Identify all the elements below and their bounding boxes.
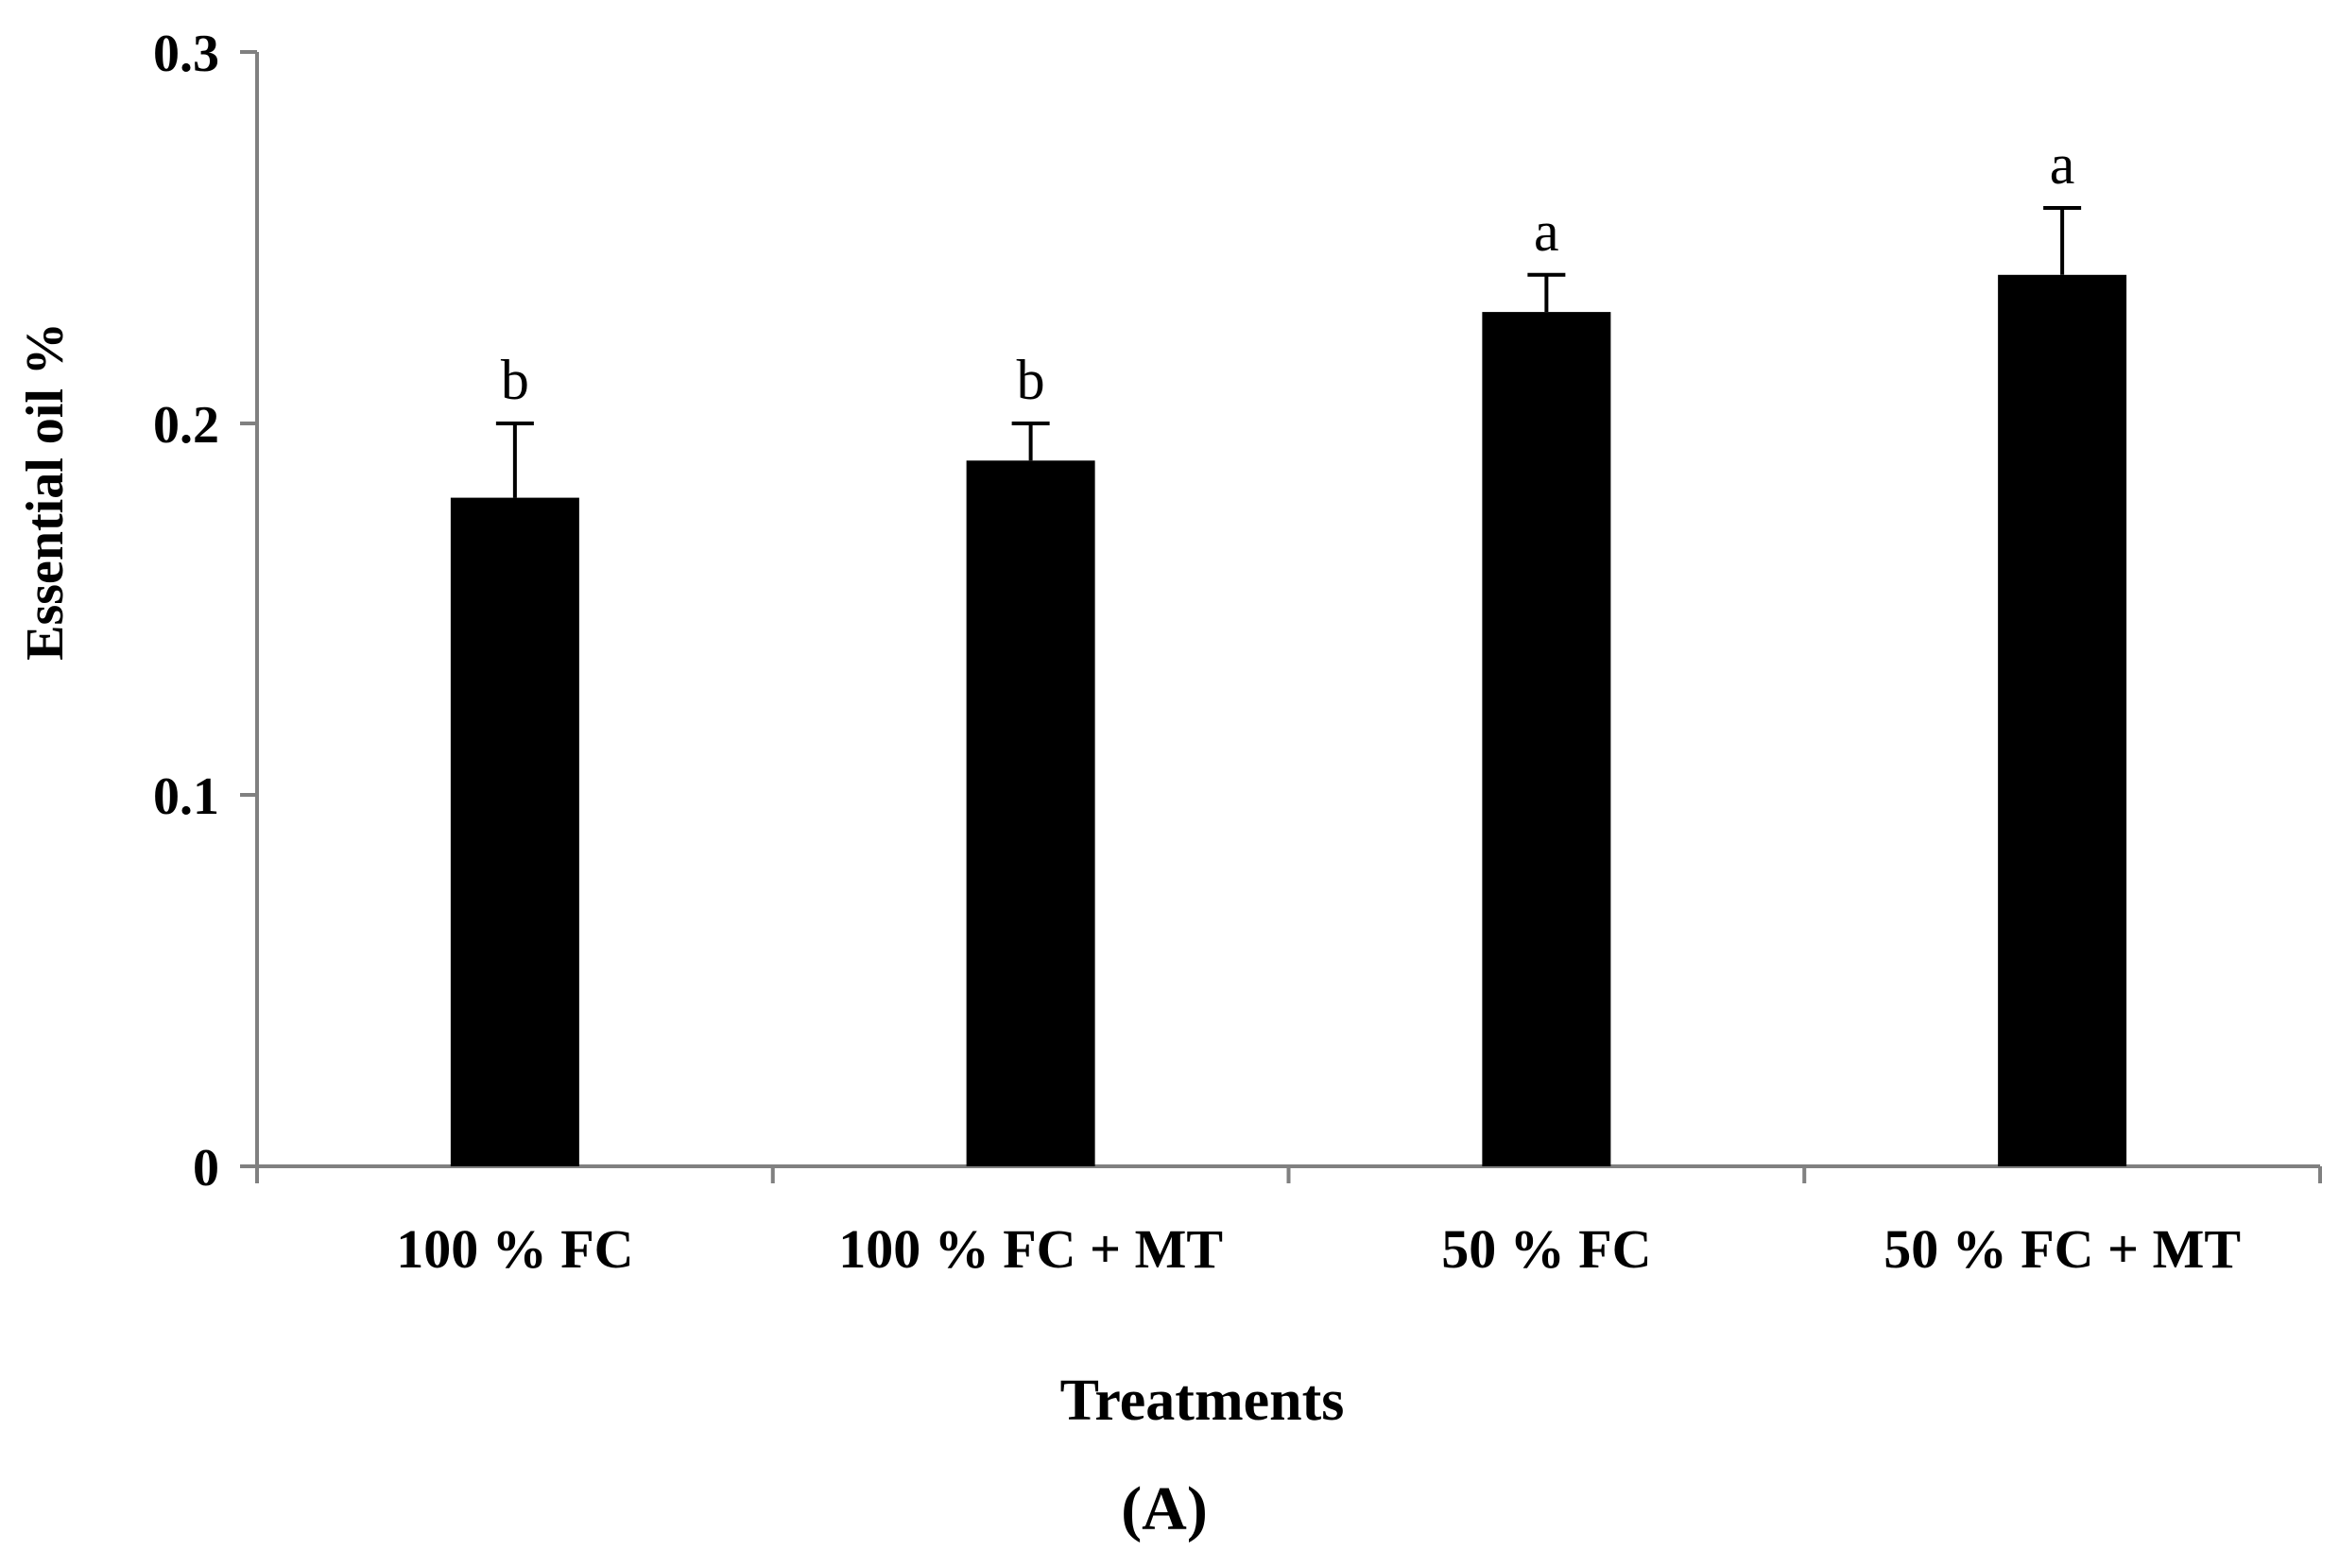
y-axis-label: Essential oil % <box>16 322 75 661</box>
x-tick-label: 100 % FC <box>396 1218 633 1280</box>
chart-axes <box>240 52 2320 1183</box>
significance-letter: b <box>501 349 529 411</box>
bar <box>1998 274 2127 1166</box>
significance-letter: a <box>2050 133 2075 196</box>
y-axis-ticks: 0 0.1 0.2 0.3 <box>153 25 257 1198</box>
panel-label: (A) <box>1121 1474 1208 1543</box>
bar <box>966 460 1095 1166</box>
bar-series <box>450 274 2127 1167</box>
x-tick-label: 100 % FC + MT <box>838 1218 1223 1280</box>
error-bars <box>495 206 2082 498</box>
x-axis-label: Treatments <box>1060 1369 1345 1433</box>
y-tick-label: 0.2 <box>153 396 219 455</box>
x-tick-label: 50 % FC + MT <box>1883 1218 2241 1280</box>
significance-letters: b b a a <box>501 133 2075 411</box>
y-tick-label: 0.1 <box>153 767 219 826</box>
x-tick-labels: 100 % FC 100 % FC + MT 50 % FC 50 % FC + MT <box>396 1218 2241 1280</box>
significance-letter: b <box>1017 349 1045 411</box>
bar <box>450 497 579 1166</box>
significance-letter: a <box>1534 200 1559 263</box>
x-tick-label: 50 % FC <box>1441 1218 1651 1280</box>
x-axis-ticks <box>255 1166 2322 1183</box>
bar <box>1482 312 1611 1167</box>
y-tick-label: 0.3 <box>153 25 219 83</box>
y-tick-label: 0 <box>193 1139 219 1198</box>
